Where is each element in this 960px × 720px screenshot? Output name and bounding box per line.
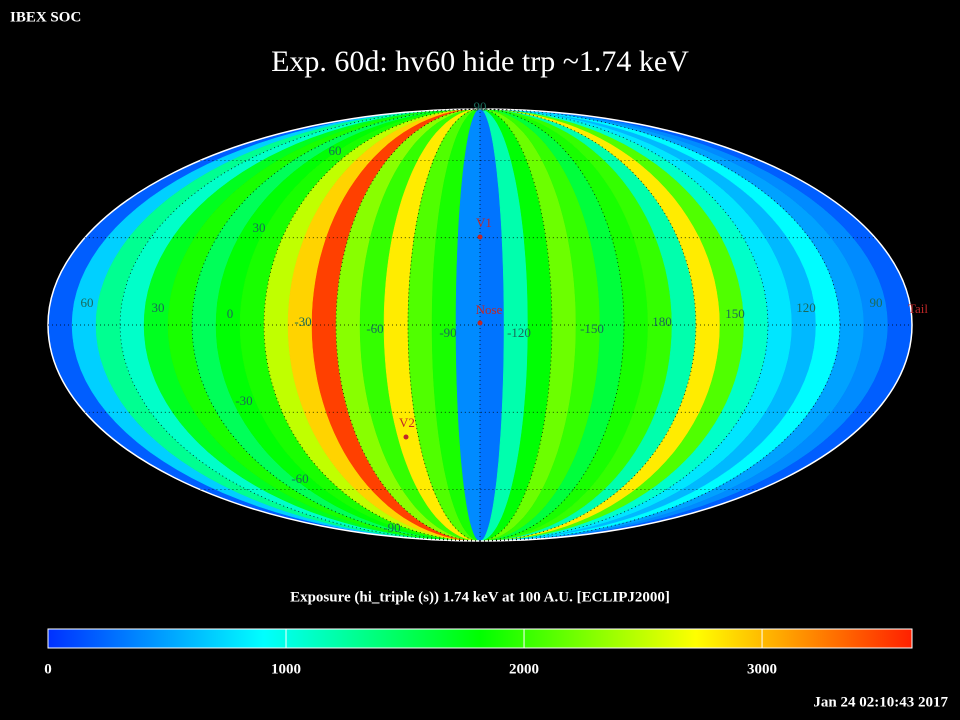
lat-label: -90 bbox=[383, 520, 400, 535]
lon-label: -90 bbox=[439, 325, 456, 340]
map-labels: 60 30 0 -30 -60 -90 -120 -150 180 150 12… bbox=[81, 99, 929, 535]
marker-label: V1 bbox=[476, 215, 492, 230]
colorbar-label: Exposure (hi_triple (s)) 1.74 keV at 100… bbox=[290, 589, 670, 605]
lat-label: 60 bbox=[329, 143, 342, 158]
marker-dot bbox=[403, 434, 409, 440]
lon-label: -120 bbox=[507, 325, 531, 340]
lon-label: 30 bbox=[152, 300, 165, 315]
marker-label: Nose bbox=[476, 302, 503, 317]
lon-label: 150 bbox=[725, 306, 745, 321]
lon-label: -30 bbox=[294, 314, 311, 329]
colorbar-ticks: 0 1000 2000 3000 bbox=[44, 629, 777, 677]
marker-label: V2 bbox=[399, 415, 415, 430]
marker-dot bbox=[477, 320, 483, 326]
lat-label: 30 bbox=[253, 220, 266, 235]
lon-label: 120 bbox=[796, 300, 816, 315]
lon-label: 180 bbox=[652, 314, 672, 329]
title: Exp. 60d: hv60 hide trp ~1.74 keV bbox=[271, 45, 689, 78]
colorbar-tick-label: 2000 bbox=[509, 661, 539, 677]
sky-map bbox=[47, 108, 913, 542]
lon-label: 60 bbox=[81, 295, 94, 310]
lat-label: -30 bbox=[235, 393, 252, 408]
tail-label: Tail bbox=[908, 301, 928, 316]
lon-label: 0 bbox=[227, 306, 234, 321]
lat-label: -60 bbox=[291, 471, 308, 486]
lat-label: 90 bbox=[474, 99, 487, 114]
timestamp: Jan 24 02:10:43 2017 bbox=[813, 694, 948, 710]
lon-label: 90 bbox=[870, 295, 883, 310]
colorbar-tick-label: 1000 bbox=[271, 661, 301, 677]
lon-label: -150 bbox=[580, 321, 604, 336]
lon-label: -60 bbox=[366, 321, 383, 336]
colorbar-tick-label: 3000 bbox=[747, 661, 777, 677]
colorbar-tick-label: 0 bbox=[44, 661, 52, 677]
colorbar bbox=[47, 628, 913, 649]
source: IBEX SOC bbox=[10, 9, 81, 25]
marker-dot bbox=[477, 234, 483, 240]
